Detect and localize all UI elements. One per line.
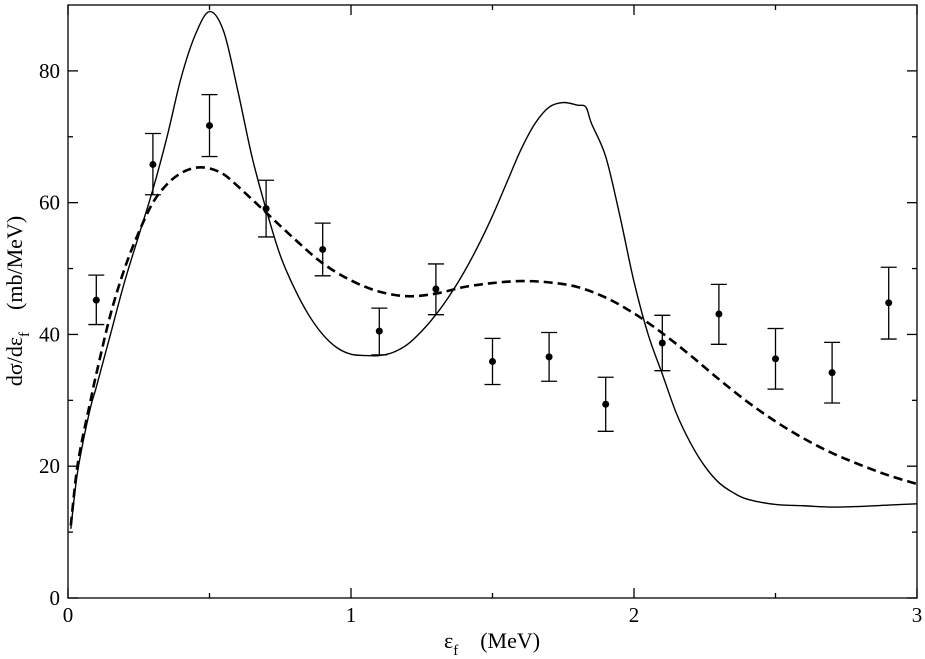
- y-tick-label: 40: [39, 322, 60, 346]
- y-axis-label: dσ/dεf (mb/MeV): [2, 216, 33, 386]
- point-marker: [715, 310, 723, 318]
- point-marker: [658, 339, 666, 347]
- point-marker: [432, 285, 440, 293]
- y-tick-label: 60: [39, 191, 60, 215]
- x-axis-symbol: ε: [444, 628, 453, 653]
- point-marker: [885, 299, 893, 307]
- x-tick-label: 3: [912, 603, 923, 627]
- point-marker: [375, 327, 383, 335]
- data-point: [710, 283, 727, 345]
- point-marker: [206, 122, 213, 130]
- x-axis-label: εf (MeV): [444, 628, 540, 659]
- data-point: [88, 274, 105, 326]
- y-tick-label: 20: [39, 454, 60, 478]
- point-marker: [92, 296, 100, 304]
- point-marker: [319, 245, 327, 253]
- ticks: [67, 5, 918, 599]
- dashed-curve: [69, 166, 918, 526]
- y-tick-label: 80: [39, 59, 60, 83]
- data-point: [201, 93, 218, 158]
- data-point: [767, 327, 784, 390]
- y-axis-subscript: f: [17, 332, 33, 337]
- point-marker: [262, 205, 270, 213]
- y-tick-label: 0: [50, 586, 61, 610]
- data-point: [371, 307, 388, 356]
- point-marker: [772, 355, 779, 363]
- tick-labels: 0 1 2 3 0 20 40 60 80: [39, 59, 922, 627]
- data-point: [597, 376, 614, 432]
- point-marker: [489, 357, 496, 365]
- solid-curve: [70, 10, 918, 529]
- data-point: [144, 132, 161, 196]
- data-points: [88, 93, 897, 432]
- x-tick-label: 1: [346, 603, 357, 627]
- data-point: [314, 222, 331, 277]
- point-marker: [602, 400, 610, 408]
- x-axis-unit: (MeV): [480, 628, 540, 653]
- x-tick-label: 2: [629, 603, 640, 627]
- plot-frame: [67, 4, 918, 599]
- y-axis-prefix: dσ/dε: [2, 337, 27, 386]
- y-axis-unit: (mb/MeV): [2, 216, 27, 310]
- data-point: [258, 179, 275, 238]
- data-point: [427, 263, 444, 316]
- series: [69, 10, 918, 529]
- x-axis-subscript: f: [453, 643, 458, 659]
- x-tick-label: 0: [63, 603, 74, 627]
- data-point: [484, 337, 501, 386]
- data-point: [541, 331, 558, 382]
- data-point: [824, 341, 841, 404]
- data-point: [654, 314, 671, 372]
- point-marker: [149, 160, 157, 168]
- point-marker: [545, 353, 553, 361]
- point-marker: [828, 369, 836, 377]
- data-point: [880, 266, 897, 340]
